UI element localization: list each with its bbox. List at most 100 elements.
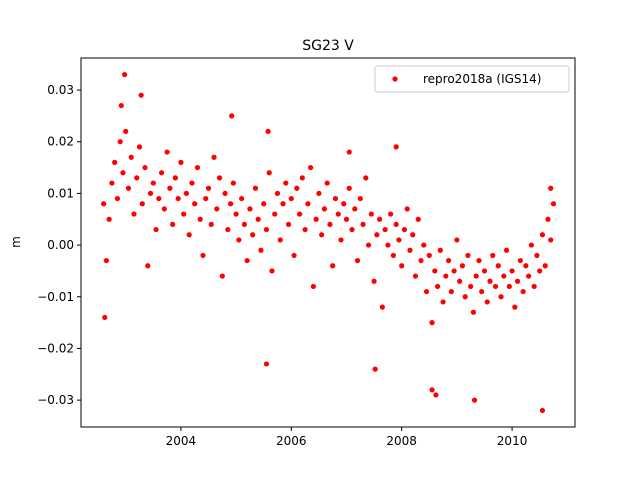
point bbox=[537, 268, 543, 274]
point bbox=[401, 226, 408, 233]
point bbox=[514, 278, 521, 284]
point bbox=[280, 201, 286, 207]
x-tick-label: 2004 bbox=[166, 434, 197, 448]
point bbox=[459, 263, 466, 269]
point bbox=[211, 154, 217, 160]
point bbox=[138, 92, 144, 98]
point bbox=[371, 278, 377, 284]
point bbox=[421, 242, 427, 248]
point bbox=[263, 226, 270, 233]
point bbox=[379, 304, 385, 310]
point bbox=[310, 283, 316, 290]
point bbox=[114, 195, 121, 202]
point bbox=[354, 257, 361, 264]
point bbox=[324, 180, 330, 186]
point bbox=[484, 299, 490, 305]
point bbox=[377, 216, 383, 222]
point bbox=[528, 242, 534, 248]
point bbox=[205, 185, 212, 191]
point bbox=[446, 257, 452, 264]
point bbox=[214, 206, 220, 212]
point bbox=[550, 201, 557, 207]
point bbox=[410, 232, 416, 238]
point bbox=[470, 309, 477, 315]
x-tick-label: 2010 bbox=[497, 434, 528, 448]
point bbox=[178, 159, 184, 165]
point bbox=[454, 237, 460, 243]
point bbox=[335, 211, 341, 217]
point bbox=[161, 206, 167, 212]
point bbox=[434, 283, 441, 290]
point bbox=[120, 170, 126, 176]
point bbox=[186, 232, 192, 238]
point bbox=[372, 366, 378, 372]
point bbox=[495, 263, 501, 269]
point bbox=[418, 257, 424, 264]
point bbox=[539, 407, 546, 414]
point bbox=[299, 175, 305, 181]
point bbox=[503, 247, 510, 253]
point bbox=[365, 242, 372, 248]
point bbox=[399, 263, 405, 269]
point bbox=[117, 139, 123, 145]
point bbox=[308, 164, 314, 171]
point bbox=[468, 283, 474, 290]
point bbox=[433, 392, 439, 398]
point bbox=[382, 226, 388, 233]
chart-title: SG23 V bbox=[302, 38, 354, 54]
point bbox=[437, 247, 443, 253]
legend-marker bbox=[392, 76, 398, 82]
point bbox=[170, 221, 176, 228]
point bbox=[203, 195, 209, 202]
point bbox=[481, 268, 488, 274]
point bbox=[192, 201, 198, 207]
point bbox=[122, 71, 128, 78]
point bbox=[385, 242, 391, 248]
point bbox=[349, 226, 355, 233]
y-tick-label: 0.02 bbox=[47, 135, 74, 149]
point bbox=[313, 216, 319, 222]
point bbox=[125, 185, 132, 191]
point bbox=[388, 211, 394, 217]
point bbox=[227, 201, 234, 207]
point bbox=[548, 237, 554, 243]
point bbox=[230, 180, 236, 186]
point bbox=[412, 273, 419, 279]
point bbox=[506, 283, 512, 290]
point bbox=[123, 128, 129, 134]
point bbox=[128, 154, 134, 160]
point bbox=[172, 175, 178, 181]
point bbox=[164, 149, 170, 155]
point bbox=[118, 102, 124, 109]
point bbox=[492, 283, 499, 290]
point bbox=[255, 216, 261, 222]
point bbox=[153, 226, 159, 233]
y-tick-label: 0.01 bbox=[47, 186, 74, 200]
y-tick-label: 0.03 bbox=[47, 83, 74, 97]
point bbox=[229, 113, 235, 119]
point bbox=[487, 278, 493, 284]
point bbox=[247, 206, 253, 212]
point bbox=[473, 273, 479, 279]
point bbox=[142, 164, 148, 171]
point bbox=[109, 180, 115, 186]
point bbox=[252, 185, 259, 191]
point bbox=[448, 288, 454, 295]
point bbox=[222, 190, 228, 197]
point bbox=[305, 201, 311, 207]
point bbox=[272, 211, 278, 217]
point bbox=[476, 257, 482, 264]
point bbox=[134, 175, 140, 181]
point bbox=[363, 175, 369, 181]
y-tick-label: −0.01 bbox=[37, 290, 74, 304]
point bbox=[490, 252, 496, 259]
point bbox=[219, 273, 225, 279]
point bbox=[139, 201, 145, 207]
point bbox=[390, 252, 397, 259]
point bbox=[429, 320, 435, 326]
point bbox=[426, 252, 432, 259]
point bbox=[346, 185, 352, 191]
point bbox=[512, 304, 518, 310]
point bbox=[501, 273, 507, 279]
point bbox=[548, 185, 554, 191]
